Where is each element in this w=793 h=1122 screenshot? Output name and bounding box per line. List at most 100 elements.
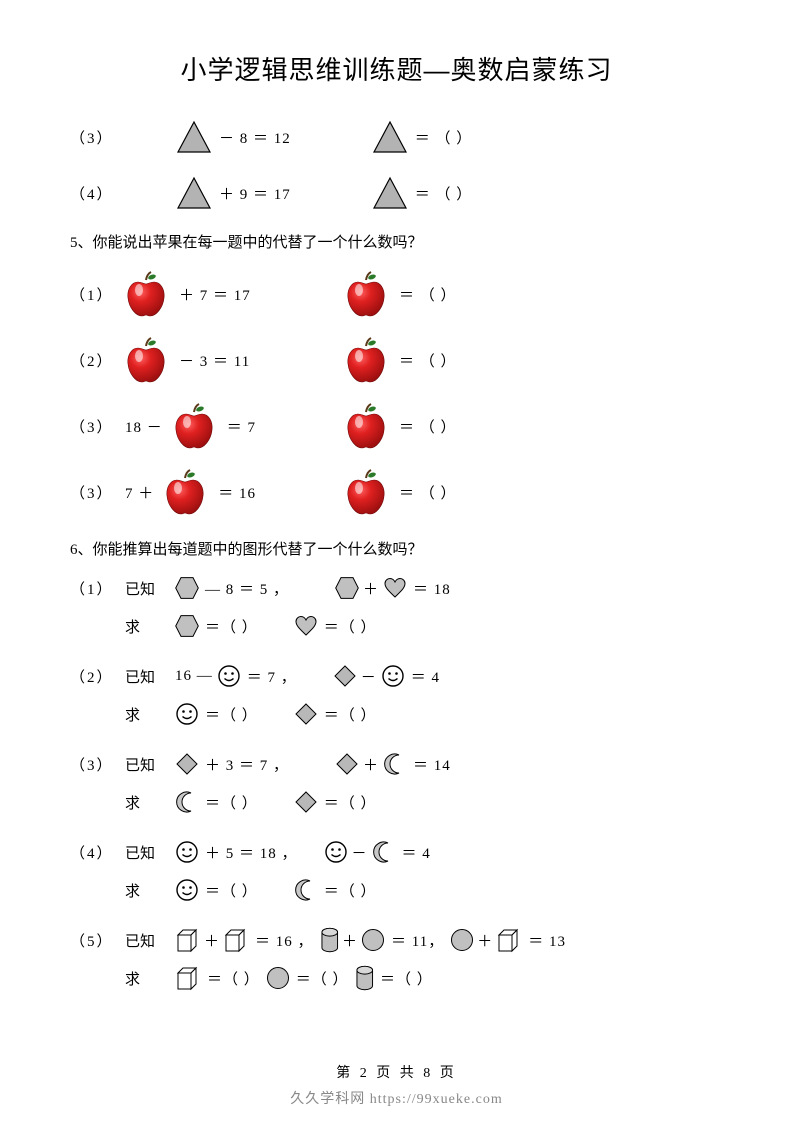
- cube-icon: [175, 927, 201, 953]
- page-footer: 第 2 页 共 8 页: [0, 1062, 793, 1082]
- smiley-icon: [324, 840, 348, 864]
- seek-label: 求: [125, 792, 171, 813]
- answer-text: ＝（ ）: [205, 616, 258, 637]
- smiley-icon: [175, 840, 199, 864]
- apple-icon: [345, 336, 387, 384]
- seek-label: 求: [125, 704, 171, 725]
- smiley-icon: [175, 702, 199, 726]
- expr-text: — 8 ＝ 5 ，: [205, 578, 289, 599]
- answer-text: ＝（ ）: [205, 880, 258, 901]
- answer-text: ＝（ ）: [205, 704, 258, 725]
- cube-icon: [223, 927, 249, 953]
- diamond-icon: [175, 752, 199, 776]
- expression-text: － 8 ＝ 12: [219, 127, 291, 148]
- heart-icon: [294, 614, 318, 638]
- answer-text: ＝（ ）: [324, 616, 377, 637]
- apple-icon: [173, 402, 215, 450]
- answer-text: ＝ （ ）: [399, 416, 457, 437]
- q5-container: （1） ＋ 7 ＝ 17 ＝ （ ）（2） － 3 ＝ 11 ＝ （ ）（3） …: [70, 266, 723, 520]
- item-label: （4）: [70, 842, 125, 863]
- page-container: 小学逻辑思维训练题—奥数启蒙练习 （3） － 8 ＝ 12 ＝ （ ） （4） …: [0, 0, 793, 1041]
- item-label: （3）: [70, 127, 125, 148]
- question-5-text: 5、你能说出苹果在每一题中的代替了一个什么数吗？: [70, 231, 723, 252]
- smiley-icon: [381, 664, 405, 688]
- minus-text: －: [352, 842, 368, 863]
- item-label: （1）: [70, 578, 125, 599]
- cube-icon: [496, 927, 522, 953]
- answer-text: ＝ （ ）: [415, 127, 473, 148]
- known-label: 已知: [125, 666, 171, 687]
- minus-text: －: [361, 666, 377, 687]
- item-label: （4）: [70, 183, 125, 204]
- question-6-text: 6、你能推算出每道题中的图形代替了一个什么数吗？: [70, 538, 723, 559]
- item-label: （3）: [70, 416, 125, 437]
- moon-icon: [175, 790, 199, 814]
- eq-text: ＝ 16 ，: [255, 930, 314, 951]
- answer-text: ＝（ ）: [205, 792, 258, 813]
- q6-container: （1） 已知 — 8 ＝ 5 ， ＋ ＝ 18 求 ＝（ ） ＝（ ） （2） …: [70, 573, 723, 993]
- eq-text: ＝ 18: [413, 578, 451, 599]
- moon-icon: [383, 752, 407, 776]
- answer-text: ＝（ ）: [207, 968, 260, 989]
- triangle-row-4: （4） ＋ 9 ＝ 17 ＝ （ ）: [70, 173, 723, 213]
- seek-label: 求: [125, 616, 171, 637]
- item-label: （3）: [70, 482, 125, 503]
- op-text: ＋ 7 ＝ 17: [179, 284, 251, 305]
- eq-text: ＝ 7 ，: [247, 666, 297, 687]
- hexagon-icon: [175, 614, 199, 638]
- q6-item-2: （2） 已知 16 — ＝ 7 ， － ＝ 4 求 ＝（ ） ＝（ ）: [70, 661, 723, 729]
- item-label: （3）: [70, 754, 125, 775]
- page-title: 小学逻辑思维训练题—奥数启蒙练习: [70, 50, 723, 87]
- apple-icon: [125, 270, 167, 318]
- expr-text: ＋ 3 ＝ 7 ，: [205, 754, 289, 775]
- plus-text: ＋: [342, 930, 358, 951]
- item-label: （5）: [70, 930, 125, 951]
- heart-icon: [383, 576, 407, 600]
- answer-text: ＝（ ）: [296, 968, 349, 989]
- known-label: 已知: [125, 578, 171, 599]
- watermark-text: 久久学科网 https://99xueke.com: [0, 1088, 793, 1108]
- expr-text: ＋ 5 ＝ 18 ，: [205, 842, 298, 863]
- item-label: （2）: [70, 350, 125, 371]
- circle-icon: [361, 928, 385, 952]
- q6-item-1: （1） 已知 — 8 ＝ 5 ， ＋ ＝ 18 求 ＝（ ） ＝（ ）: [70, 573, 723, 641]
- apple-icon: [345, 468, 387, 516]
- eq-text: ＝ 4: [402, 842, 431, 863]
- circle-icon: [450, 928, 474, 952]
- eq-text: ＝ 13: [528, 930, 566, 951]
- smiley-icon: [175, 878, 199, 902]
- answer-text: ＝（ ）: [324, 704, 377, 725]
- answer-text: ＝（ ）: [380, 968, 433, 989]
- hexagon-icon: [335, 576, 359, 600]
- triangle-row-3: （3） － 8 ＝ 12 ＝ （ ）: [70, 117, 723, 157]
- q6-item-5: （5） 已知 ＋ ＝ 16 ， ＋ ＝ 11， ＋ ＝ 13 求 ＝（ ） ＝（…: [70, 925, 723, 993]
- expr-text: 16 —: [175, 668, 213, 685]
- seek-label: 求: [125, 968, 171, 989]
- known-label: 已知: [125, 842, 171, 863]
- moon-icon: [372, 840, 396, 864]
- answer-text: ＝ （ ）: [399, 350, 457, 371]
- item-label: （1）: [70, 284, 125, 305]
- answer-text: ＝（ ）: [324, 792, 377, 813]
- eq-text: ＝ 11，: [391, 930, 444, 951]
- expression-text: ＋ 9 ＝ 17: [219, 183, 291, 204]
- smiley-icon: [217, 664, 241, 688]
- cylinder-icon: [355, 965, 375, 991]
- triangle-icon: [175, 120, 213, 154]
- seek-label: 求: [125, 880, 171, 901]
- eq-text: ＝ 14: [413, 754, 451, 775]
- eq-text: ＝ 4: [411, 666, 440, 687]
- triangle-icon: [175, 176, 213, 210]
- hexagon-icon: [175, 576, 199, 600]
- answer-text: ＝ （ ）: [415, 183, 473, 204]
- q5-item-row: （2） － 3 ＝ 11 ＝ （ ）: [70, 332, 723, 388]
- triangle-icon: [371, 120, 409, 154]
- apple-icon: [125, 336, 167, 384]
- known-label: 已知: [125, 754, 171, 775]
- diamond-icon: [333, 664, 357, 688]
- cube-icon: [175, 965, 201, 991]
- item-label: （2）: [70, 666, 125, 687]
- op-text: ＝ 7: [227, 416, 256, 437]
- op-text: － 3 ＝ 11: [179, 350, 250, 371]
- plus-text: ＋: [204, 930, 220, 951]
